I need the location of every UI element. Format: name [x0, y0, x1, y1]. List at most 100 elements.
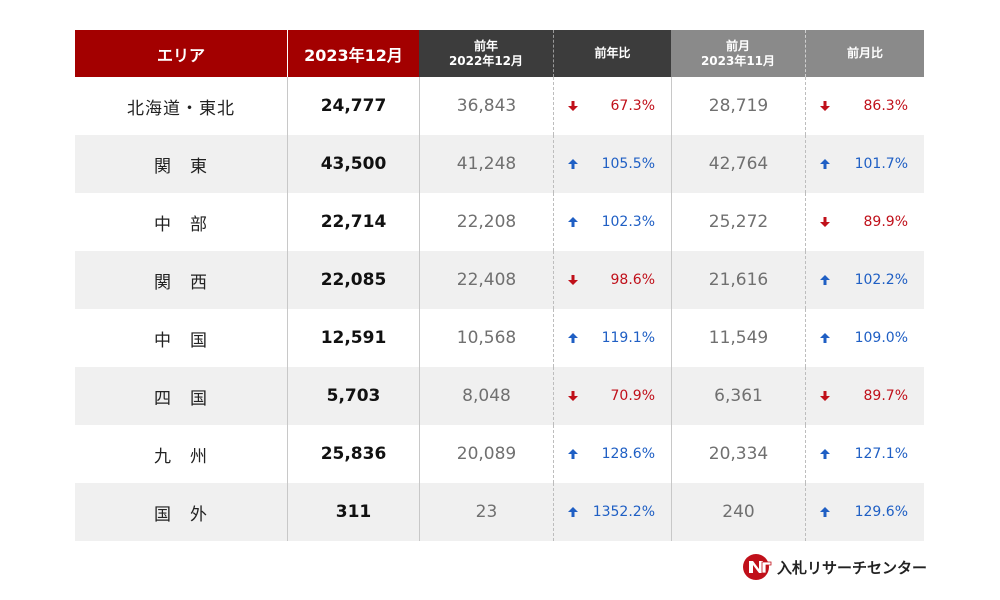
- comparison-table: エリア 2023年12月 前年 2022年12月 前年比 前月 2023年11月…: [75, 30, 924, 541]
- arrow-up-icon: [820, 159, 830, 169]
- area-name: 四 国: [154, 388, 208, 409]
- brand-logo: 入札リサーチセンター: [742, 553, 927, 581]
- prev-year-cell: 41,248: [419, 135, 553, 193]
- yoy-cell: 70.9%: [553, 367, 671, 425]
- prev-month-cell: 240: [671, 483, 805, 541]
- arrow-up-icon: [568, 507, 578, 517]
- arrow-up-icon: [568, 217, 578, 227]
- current-cell: 43,500: [287, 135, 419, 193]
- prev-year-cell: 10,568: [419, 309, 553, 367]
- mom-value: 101.7%: [854, 156, 908, 172]
- mom-cell: 127.1%: [805, 425, 924, 483]
- header-area-label: エリア: [156, 45, 205, 65]
- mom-value: 89.7%: [863, 388, 908, 404]
- yoy-cell: 98.6%: [553, 251, 671, 309]
- area-name: 国 外: [154, 504, 208, 525]
- mom-cell: 89.7%: [805, 367, 924, 425]
- prev-year-cell: 23: [419, 483, 553, 541]
- current-value: 22,085: [320, 270, 387, 290]
- prev-year-value: 20,089: [456, 444, 517, 464]
- arrow-up-icon: [820, 507, 830, 517]
- prev-month-cell: 21,616: [671, 251, 805, 309]
- table-row: 関 西 22,085 22,408 98.6% 21,616 102.2%: [75, 251, 924, 309]
- prev-month-cell: 20,334: [671, 425, 805, 483]
- area-cell: 中 部: [75, 193, 287, 251]
- prev-month-value: 28,719: [708, 96, 769, 116]
- yoy-cell: 1352.2%: [553, 483, 671, 541]
- prev-month-cell: 28,719: [671, 77, 805, 135]
- prev-month-value: 42,764: [708, 154, 769, 174]
- prev-year-cell: 22,208: [419, 193, 553, 251]
- arrow-down-icon: [568, 391, 578, 401]
- prev-year-value: 41,248: [456, 154, 517, 174]
- header-prev-year: 前年 2022年12月: [419, 30, 553, 77]
- prev-month-value: 25,272: [708, 212, 769, 232]
- yoy-cell: 67.3%: [553, 77, 671, 135]
- yoy-cell: 102.3%: [553, 193, 671, 251]
- current-value: 24,777: [320, 96, 387, 116]
- mom-cell: 129.6%: [805, 483, 924, 541]
- mom-cell: 102.2%: [805, 251, 924, 309]
- current-value: 12,591: [320, 328, 387, 348]
- yoy-cell: 128.6%: [553, 425, 671, 483]
- arrow-up-icon: [820, 275, 830, 285]
- current-cell: 22,085: [287, 251, 419, 309]
- table-row: 関 東 43,500 41,248 105.5% 42,764 101.7%: [75, 135, 924, 193]
- yoy-cell: 105.5%: [553, 135, 671, 193]
- header-current-label: 2023年12月: [304, 45, 403, 65]
- area-name: 中 部: [154, 214, 208, 235]
- table-row: 中 国 12,591 10,568 119.1% 11,549 109.0%: [75, 309, 924, 367]
- mom-cell: 109.0%: [805, 309, 924, 367]
- arrow-up-icon: [568, 333, 578, 343]
- arrow-down-icon: [820, 101, 830, 111]
- prev-month-cell: 25,272: [671, 193, 805, 251]
- arrow-down-icon: [820, 391, 830, 401]
- prev-year-cell: 22,408: [419, 251, 553, 309]
- brand-logo-icon: [743, 554, 772, 580]
- arrow-down-icon: [820, 217, 830, 227]
- prev-month-value: 240: [722, 502, 755, 522]
- area-cell: 関 西: [75, 251, 287, 309]
- header-prev-month-line1: 前月: [725, 38, 750, 53]
- yoy-value: 67.3%: [610, 98, 655, 114]
- prev-month-cell: 42,764: [671, 135, 805, 193]
- header-mom: 前月比: [805, 30, 924, 77]
- prev-month-cell: 11,549: [671, 309, 805, 367]
- header-prev-month: 前月 2023年11月: [671, 30, 805, 77]
- prev-year-value: 8,048: [462, 386, 511, 406]
- mom-value: 129.6%: [854, 504, 908, 520]
- area-cell: 関 東: [75, 135, 287, 193]
- brand-logo-text: 入札リサーチセンター: [777, 558, 928, 577]
- mom-cell: 89.9%: [805, 193, 924, 251]
- prev-year-value: 36,843: [456, 96, 517, 116]
- area-name: 関 西: [154, 272, 208, 293]
- mom-value: 89.9%: [863, 214, 908, 230]
- area-name: 中 国: [154, 330, 208, 351]
- yoy-value: 105.5%: [601, 156, 655, 172]
- yoy-value: 98.6%: [610, 272, 655, 288]
- mom-value: 127.1%: [854, 446, 908, 462]
- yoy-value: 1352.2%: [592, 504, 655, 520]
- mom-value: 109.0%: [854, 330, 908, 346]
- prev-year-value: 22,208: [456, 212, 517, 232]
- arrow-down-icon: [568, 101, 578, 111]
- mom-cell: 101.7%: [805, 135, 924, 193]
- table-row: 国 外 311 23 1352.2% 240 129.6%: [75, 483, 924, 541]
- current-value: 43,500: [320, 154, 387, 174]
- arrow-up-icon: [820, 449, 830, 459]
- header-yoy-label: 前年比: [594, 46, 631, 60]
- prev-month-value: 11,549: [708, 328, 769, 348]
- header-area: エリア: [75, 30, 287, 77]
- prev-month-cell: 6,361: [671, 367, 805, 425]
- current-cell: 22,714: [287, 193, 419, 251]
- current-value: 311: [335, 502, 372, 522]
- area-cell: 北海道・東北: [75, 77, 287, 135]
- prev-year-value: 22,408: [456, 270, 517, 290]
- table-row: 中 部 22,714 22,208 102.3% 25,272 89.9%: [75, 193, 924, 251]
- area-cell: 四 国: [75, 367, 287, 425]
- header-prev-year-line1: 前年: [473, 38, 498, 53]
- yoy-value: 128.6%: [601, 446, 655, 462]
- current-value: 22,714: [320, 212, 387, 232]
- current-cell: 12,591: [287, 309, 419, 367]
- area-cell: 中 国: [75, 309, 287, 367]
